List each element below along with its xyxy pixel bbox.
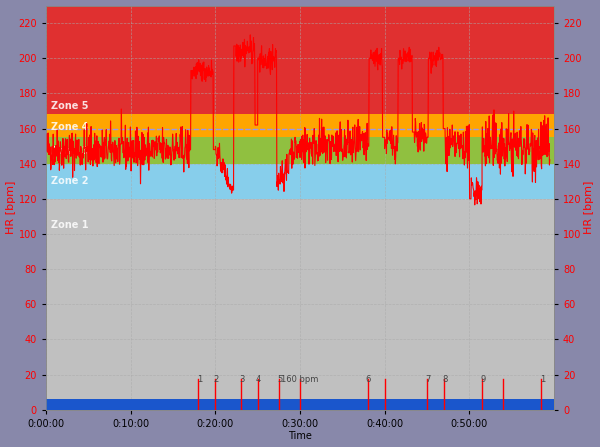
- Text: Zone 4: Zone 4: [52, 122, 89, 132]
- Bar: [46, 199, 554, 409]
- Text: 2: 2: [214, 375, 218, 384]
- Text: 7: 7: [425, 375, 430, 384]
- Bar: [46, 114, 554, 137]
- X-axis label: Time: Time: [288, 431, 312, 442]
- Y-axis label: HR [bpm]: HR [bpm]: [584, 181, 595, 234]
- Text: 1: 1: [197, 375, 202, 384]
- Text: Zone 3: Zone 3: [52, 146, 89, 156]
- Y-axis label: HR [bpm]: HR [bpm]: [5, 181, 16, 234]
- Text: 5: 5: [278, 375, 283, 384]
- Bar: [46, 5, 554, 114]
- Bar: [46, 137, 554, 164]
- Bar: [46, 164, 554, 199]
- Bar: [46, 399, 554, 409]
- Text: 9: 9: [480, 375, 485, 384]
- Text: Zone 2: Zone 2: [52, 176, 89, 186]
- Text: 1: 1: [540, 375, 545, 384]
- Text: 8: 8: [442, 375, 448, 384]
- Text: 4: 4: [256, 375, 261, 384]
- Text: 3: 3: [239, 375, 245, 384]
- Text: Zone 1: Zone 1: [52, 220, 89, 230]
- Text: 160 bpm: 160 bpm: [281, 375, 319, 384]
- Text: Zone 5: Zone 5: [52, 101, 89, 111]
- Text: 6: 6: [366, 375, 371, 384]
